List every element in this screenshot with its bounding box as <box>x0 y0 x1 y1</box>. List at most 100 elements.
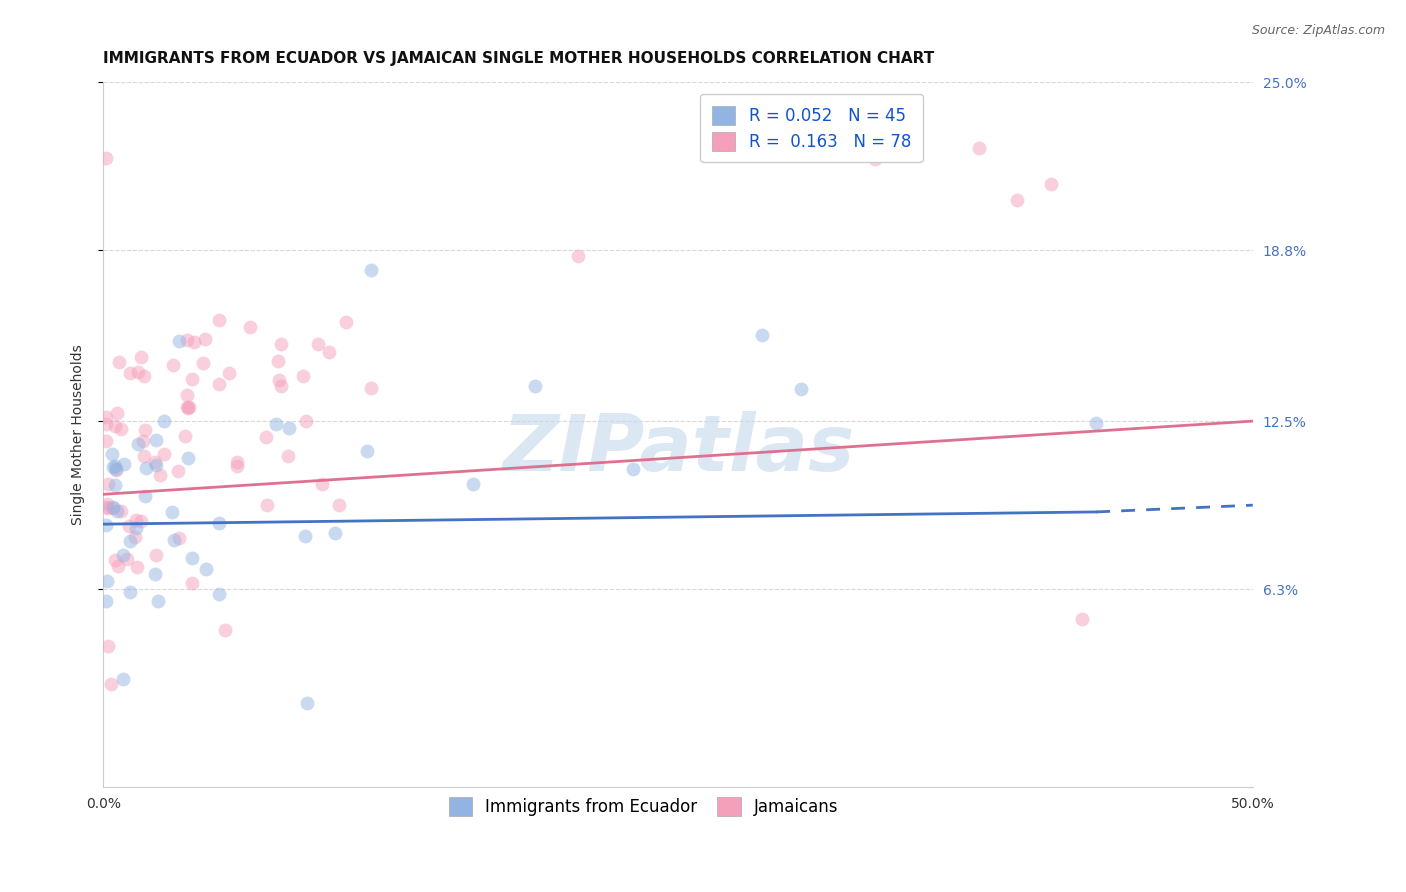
Point <box>112 457 135 471</box>
Point <box>193 356 215 370</box>
Point <box>127 437 149 451</box>
Point <box>790 382 813 396</box>
Point <box>173 428 195 442</box>
Point <box>278 421 301 435</box>
Point <box>180 372 202 386</box>
Point <box>524 379 547 393</box>
Legend: Immigrants from Ecuador, Jamaicans: Immigrants from Ecuador, Jamaicans <box>440 789 846 825</box>
Point <box>270 337 292 351</box>
Point <box>267 373 290 387</box>
Point <box>177 400 200 414</box>
Point <box>94 500 117 515</box>
Point <box>294 529 316 543</box>
Point <box>1040 177 1063 191</box>
Point <box>145 434 167 448</box>
Point <box>865 152 887 166</box>
Text: ZIPatlas: ZIPatlas <box>502 410 855 487</box>
Point <box>162 358 184 372</box>
Point <box>183 334 205 349</box>
Point <box>132 449 155 463</box>
Point <box>97 477 120 491</box>
Point <box>97 639 120 653</box>
Point <box>145 458 167 473</box>
Point <box>335 315 357 329</box>
Point <box>110 503 132 517</box>
Point <box>105 462 128 476</box>
Point <box>323 525 346 540</box>
Point <box>143 566 166 581</box>
Point <box>101 447 124 461</box>
Point <box>96 498 118 512</box>
Point <box>94 410 117 425</box>
Point <box>176 334 198 348</box>
Point <box>194 562 217 576</box>
Point <box>134 489 156 503</box>
Point <box>125 521 148 535</box>
Point <box>1071 612 1094 626</box>
Point <box>145 548 167 562</box>
Point <box>167 334 190 349</box>
Point <box>153 414 176 428</box>
Point <box>292 368 315 383</box>
Point <box>295 414 318 428</box>
Point <box>112 672 135 686</box>
Point <box>277 449 299 463</box>
Point <box>127 365 149 379</box>
Point <box>295 696 318 710</box>
Point <box>132 434 155 449</box>
Point <box>127 560 149 574</box>
Point <box>969 141 991 155</box>
Point <box>149 468 172 483</box>
Point <box>239 319 262 334</box>
Point <box>112 548 135 562</box>
Point <box>96 574 118 588</box>
Point <box>129 350 152 364</box>
Point <box>135 461 157 475</box>
Point <box>208 376 231 391</box>
Point <box>176 400 198 414</box>
Point <box>208 516 231 531</box>
Point <box>1085 416 1108 430</box>
Point <box>208 587 231 601</box>
Point <box>180 551 202 566</box>
Point <box>105 504 128 518</box>
Point <box>105 405 128 419</box>
Point <box>214 623 236 637</box>
Point <box>177 450 200 465</box>
Point <box>360 381 382 395</box>
Point <box>107 355 129 369</box>
Point <box>118 533 141 548</box>
Point <box>307 337 329 351</box>
Point <box>226 458 249 473</box>
Point <box>94 417 117 432</box>
Point <box>163 533 186 548</box>
Point <box>110 422 132 436</box>
Point <box>328 498 350 512</box>
Point <box>267 353 290 368</box>
Point <box>621 461 644 475</box>
Point <box>94 518 117 533</box>
Point <box>120 366 142 380</box>
Point <box>567 249 589 263</box>
Point <box>129 514 152 528</box>
Point <box>153 447 176 461</box>
Point <box>100 677 122 691</box>
Point <box>751 328 773 343</box>
Point <box>94 434 117 449</box>
Point <box>176 388 198 402</box>
Point <box>134 369 156 384</box>
Point <box>226 455 249 469</box>
Point <box>254 430 277 444</box>
Point <box>461 476 484 491</box>
Point <box>311 477 333 491</box>
Point <box>167 531 190 545</box>
Text: IMMIGRANTS FROM ECUADOR VS JAMAICAN SINGLE MOTHER HOUSEHOLDS CORRELATION CHART: IMMIGRANTS FROM ECUADOR VS JAMAICAN SING… <box>103 51 935 66</box>
Point <box>208 313 231 327</box>
Point <box>101 500 124 515</box>
Point <box>118 518 141 533</box>
Point <box>266 417 288 431</box>
Point <box>134 424 156 438</box>
Point <box>104 477 127 491</box>
Point <box>94 151 117 165</box>
Point <box>101 500 124 514</box>
